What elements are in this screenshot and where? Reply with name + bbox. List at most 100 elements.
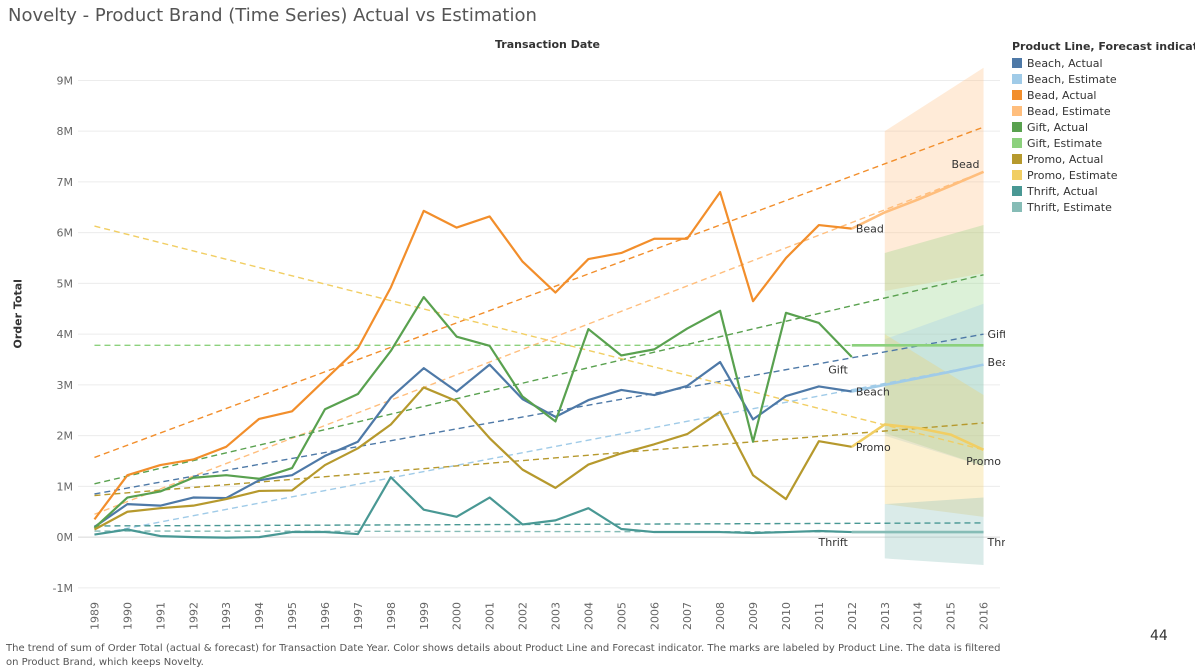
y-tick-label: 7M xyxy=(57,176,74,189)
mark-label: Beach xyxy=(856,385,890,398)
legend-label: Bead, Estimate xyxy=(1027,104,1111,118)
x-tick-label: 2004 xyxy=(582,602,595,630)
legend-items: Beach, Actual Beach, Estimate Bead, Actual… xyxy=(1012,55,1195,215)
legend-item: Promo, Actual xyxy=(1012,151,1195,167)
x-tick-label: 2002 xyxy=(517,602,530,630)
y-tick-label: 9M xyxy=(57,74,74,87)
x-tick-label: 1989 xyxy=(88,602,101,630)
x-tick-label: 2011 xyxy=(813,602,826,630)
series-line xyxy=(851,363,984,393)
legend-swatch xyxy=(1012,122,1022,132)
legend-label: Beach, Estimate xyxy=(1027,72,1117,86)
legend-swatch xyxy=(1012,90,1022,100)
mark-label: Promo xyxy=(966,455,1001,468)
x-tick-label: 1993 xyxy=(220,602,233,630)
y-tick-label: 5M xyxy=(57,277,74,290)
trend-line xyxy=(94,422,984,497)
x-tick-label: 2007 xyxy=(681,602,694,630)
trend-line xyxy=(94,333,984,495)
legend-item: Thrift, Estimate xyxy=(1012,199,1195,215)
series-line xyxy=(93,190,852,521)
legend-item: Thrift, Actual xyxy=(1012,183,1195,199)
x-tick-label: 1999 xyxy=(418,602,431,630)
x-tick-label: 2008 xyxy=(714,602,727,630)
top-axis-title: Transaction Date xyxy=(495,38,600,51)
legend-swatch xyxy=(1012,58,1022,68)
legend-item: Promo, Estimate xyxy=(1012,167,1195,183)
x-tick-label: 2012 xyxy=(846,602,859,630)
y-tick-label: 8M xyxy=(57,125,74,138)
series-line xyxy=(94,476,852,539)
x-tick-label: 2005 xyxy=(615,602,628,630)
legend-label: Thrift, Actual xyxy=(1027,184,1098,198)
y-tick-label: 6M xyxy=(57,227,74,240)
x-tick-label: 2001 xyxy=(484,602,497,630)
legend-title: Product Line, Forecast indicator xyxy=(1012,40,1195,53)
legend: Product Line, Forecast indicator Beach, … xyxy=(1012,40,1195,215)
mark-label: Thrift xyxy=(818,536,849,549)
mark-label: Bead xyxy=(856,223,884,236)
x-tick-label: 2013 xyxy=(879,602,892,630)
mark-label: Promo xyxy=(856,441,891,454)
x-tick-label: 1991 xyxy=(154,602,167,630)
series-line xyxy=(93,386,853,531)
x-tick-label: 2000 xyxy=(451,602,464,630)
trend-line xyxy=(94,363,984,536)
legend-swatch xyxy=(1012,106,1022,116)
legend-swatch xyxy=(1012,138,1022,148)
legend-label: Thrift, Estimate xyxy=(1027,200,1112,214)
mark-label: Gift xyxy=(988,328,1005,341)
x-tick-label: 1992 xyxy=(187,602,200,630)
series-line xyxy=(851,423,985,452)
legend-swatch xyxy=(1012,154,1022,164)
legend-label: Gift, Actual xyxy=(1027,120,1089,134)
page-number: 44 xyxy=(1150,628,1168,644)
legend-swatch xyxy=(1012,170,1022,180)
legend-item: Beach, Actual xyxy=(1012,55,1195,71)
y-tick-label: 2M xyxy=(57,430,74,443)
x-tick-label: 2006 xyxy=(648,602,661,630)
y-tick-label: 1M xyxy=(57,480,74,493)
legend-item: Beach, Estimate xyxy=(1012,71,1195,87)
x-tick-label: 2014 xyxy=(912,602,925,630)
legend-item: Gift, Estimate xyxy=(1012,135,1195,151)
legend-label: Promo, Actual xyxy=(1027,152,1104,166)
legend-item: Bead, Estimate xyxy=(1012,103,1195,119)
y-tick-label: 3M xyxy=(57,379,74,392)
forecast-band xyxy=(884,67,984,292)
trend-line xyxy=(94,126,984,459)
mark-label: Bead xyxy=(951,158,979,171)
legend-label: Bead, Actual xyxy=(1027,88,1097,102)
page-title: Novelty - Product Brand (Time Series) Ac… xyxy=(8,5,537,26)
legend-item: Gift, Actual xyxy=(1012,119,1195,135)
y-tick-label: -1M xyxy=(53,582,73,595)
legend-label: Promo, Estimate xyxy=(1027,168,1118,182)
x-tick-label: 2009 xyxy=(747,602,760,630)
y-tick-label: 0M xyxy=(57,531,74,544)
x-tick-label: 2003 xyxy=(549,602,562,630)
series-line xyxy=(93,296,853,529)
x-tick-label: 2016 xyxy=(978,602,991,630)
trend-line xyxy=(94,225,984,451)
legend-swatch xyxy=(1012,74,1022,84)
legend-label: Gift, Estimate xyxy=(1027,136,1103,150)
x-tick-label: 2010 xyxy=(780,602,793,630)
trend-line xyxy=(94,171,984,515)
legend-swatch xyxy=(1012,186,1022,196)
legend-label: Beach, Actual xyxy=(1027,56,1103,70)
trend-line xyxy=(94,522,984,527)
series-line xyxy=(93,360,852,528)
chart-caption: The trend of sum of Order Total (actual … xyxy=(6,643,1001,668)
y-tick-label: 4M xyxy=(57,328,74,341)
mark-label: Thrift xyxy=(987,536,1005,549)
mark-label: Gift xyxy=(828,364,848,377)
legend-swatch xyxy=(1012,202,1022,212)
x-tick-label: 1996 xyxy=(319,602,332,630)
x-tick-label: 1997 xyxy=(352,602,365,630)
trend-line xyxy=(94,274,984,485)
x-tick-label: 2015 xyxy=(945,602,958,630)
x-tick-label: 1990 xyxy=(121,602,134,630)
line-chart: -1M 0M 1M 2M 3M 4M 5M 6M 7M 8M 9M 1989 1990 1991 1992 1… xyxy=(53,67,1005,630)
x-tick-label: 1994 xyxy=(253,602,266,630)
x-tick-label: 1995 xyxy=(286,602,299,630)
